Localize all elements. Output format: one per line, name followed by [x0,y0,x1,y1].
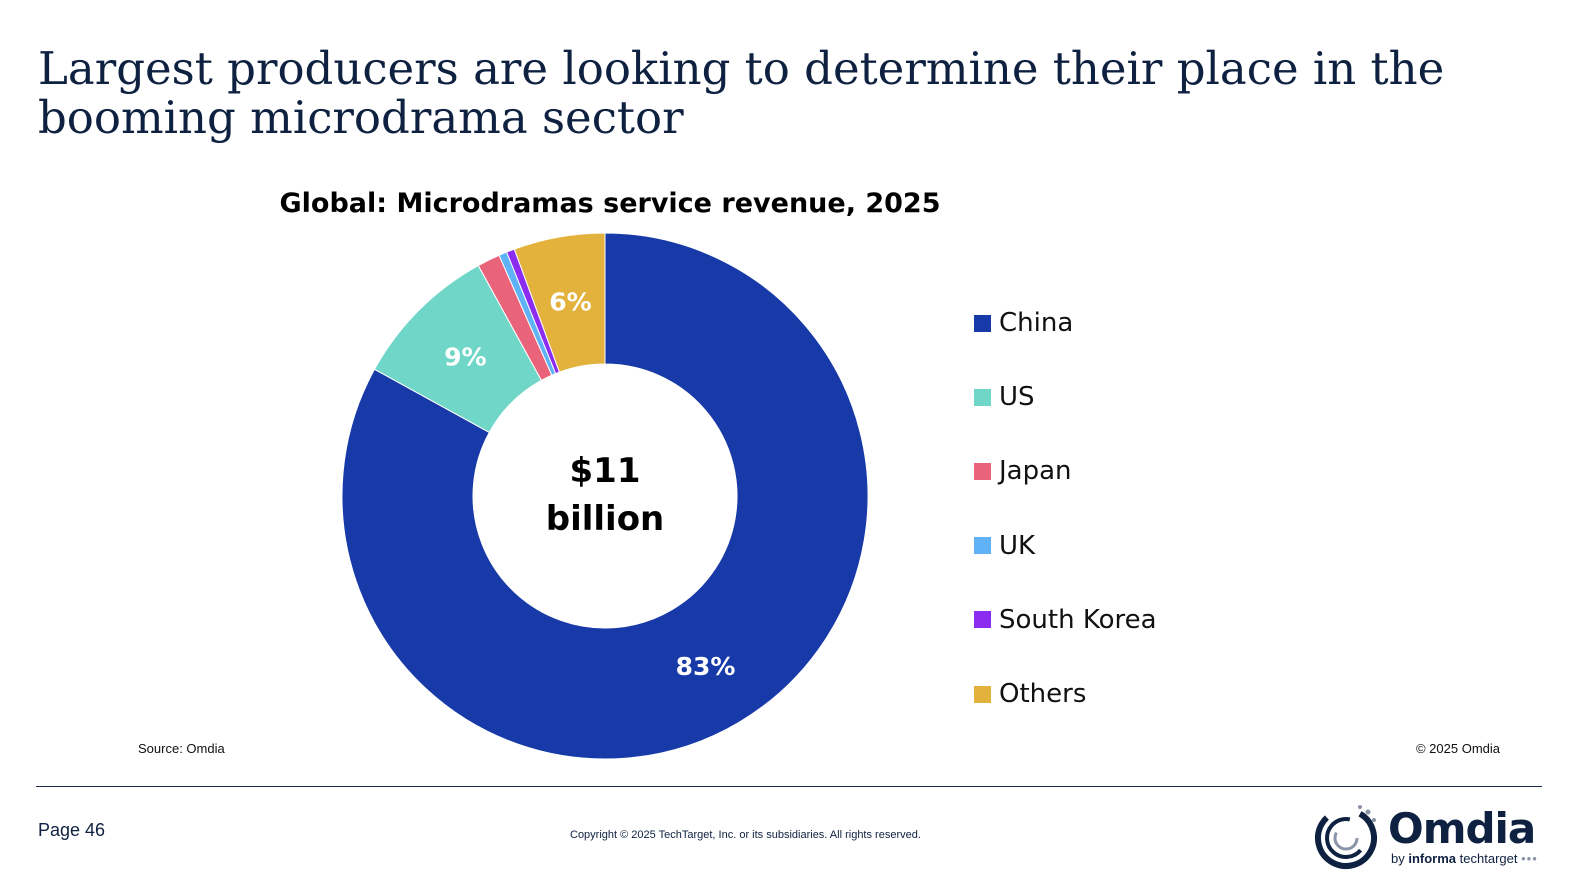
slide-title: Largest producers are looking to determi… [38,44,1518,142]
tagline-dots: ••• [1521,851,1538,866]
legend-item-uk: UK [974,509,1157,583]
tagline-prefix: by [1391,851,1405,866]
footer-divider [36,786,1542,787]
slice-label-us: 9% [444,342,486,371]
chart-legend: China US Japan UK South Korea Others [974,286,1157,731]
donut-slice-labels: 83% 9% 6% [444,288,735,681]
legend-label-others: Others [999,679,1087,710]
legend-label-us: US [999,382,1035,413]
tagline-brand: informa [1408,851,1457,866]
legend-swatch-south-korea [974,611,991,629]
slice-others [513,232,606,373]
legend-label-china: China [999,308,1074,339]
tagline-suffix: techtarget [1459,851,1518,866]
slide-title-line-2: booming microdrama sector [38,91,684,144]
omdia-wordmark: Omdia [1388,804,1536,853]
slide-title-line-1: Largest producers are looking to determi… [38,42,1445,95]
slice-china [341,232,869,760]
legend-swatch-china [974,314,991,332]
legend-item-japan: Japan [974,434,1157,508]
legend-swatch-us [974,388,991,406]
legend-swatch-uk [974,537,991,555]
page-number: Page 46 [38,820,106,840]
legend-item-us: US [974,360,1157,434]
center-value: $11 [570,451,641,491]
legend-swatch-japan [974,462,991,480]
omdia-tagline: by informa techtarget ••• [1391,851,1538,866]
legend-item-china: China [974,286,1157,360]
legend-item-south-korea: South Korea [974,583,1157,657]
slice-label-china: 83% [676,652,736,681]
legend-label-uk: UK [999,530,1036,561]
legend-swatch-others [974,685,991,703]
slice-label-others: 6% [549,288,591,317]
legend-label-south-korea: South Korea [999,604,1157,635]
donut-slices [341,232,869,760]
legend-label-japan: Japan [999,456,1072,487]
omdia-logo: Omdia by informa techtarget ••• [1310,800,1540,872]
center-unit: billion [546,499,665,539]
source-note: Source: Omdia [138,741,225,756]
footer-copyright: Copyright © 2025 TechTarget, Inc. or its… [570,829,921,841]
omdia-ring-icon [1315,805,1377,869]
legend-item-others: Others [974,657,1157,731]
chart-title: Global: Microdramas service revenue, 202… [279,188,941,219]
chart-copyright: © 2025 Omdia [1415,741,1500,756]
